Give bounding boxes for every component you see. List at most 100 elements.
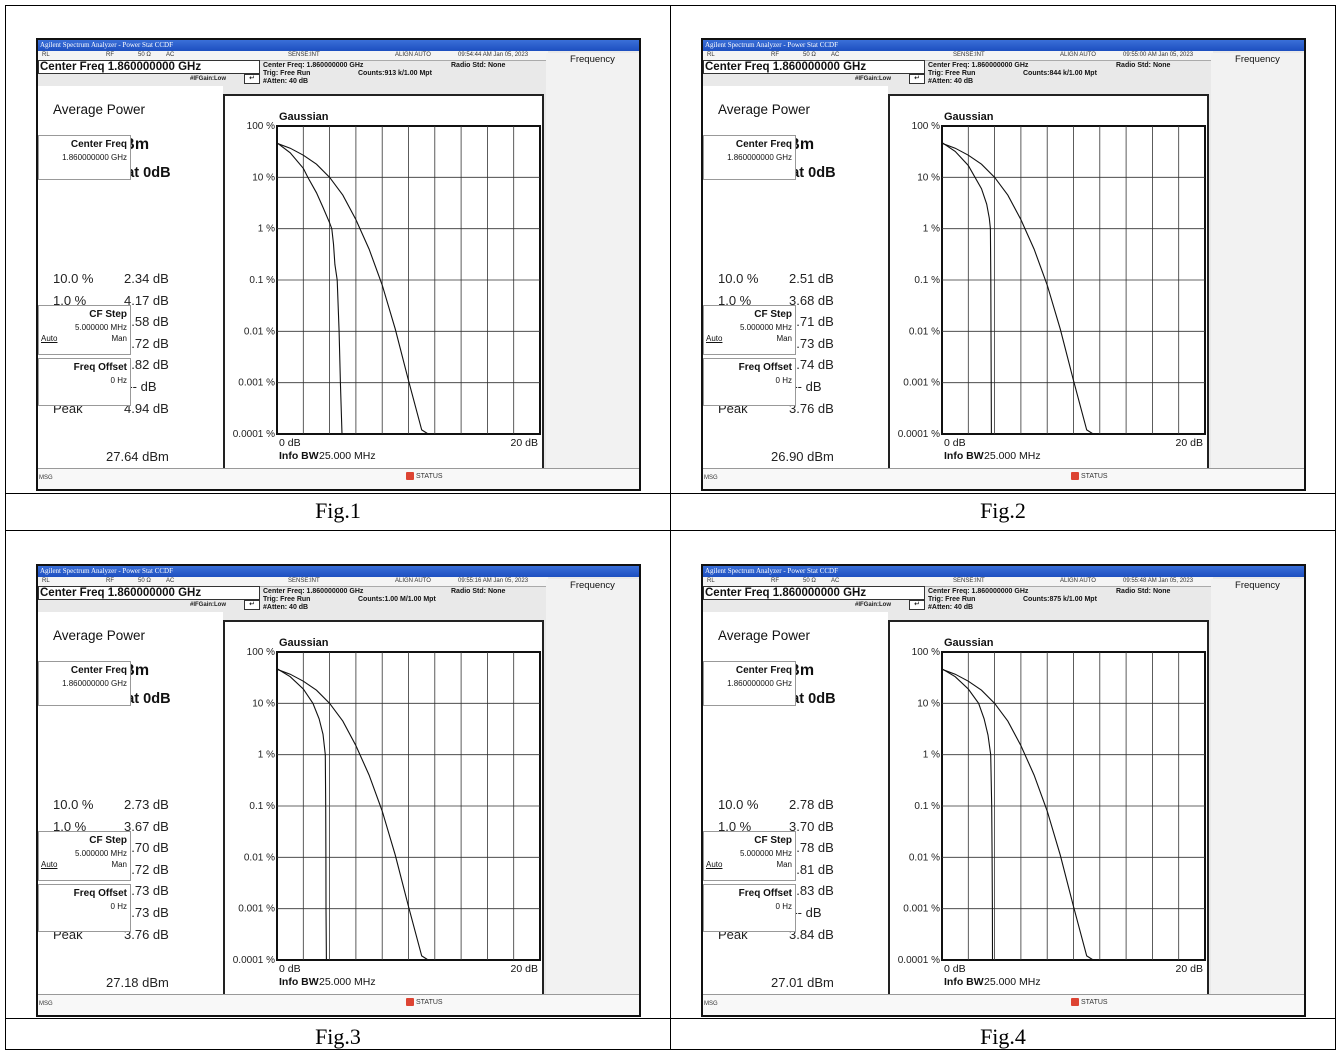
msg-label: MSG <box>704 475 718 481</box>
stat-db: 4.72 dB <box>124 335 169 351</box>
freq-offset-softkey[interactable]: Freq Offset 0 Hz <box>703 358 796 406</box>
align-label: ALIGN AUTO <box>1060 578 1096 584</box>
man-option[interactable]: Man <box>776 334 792 343</box>
center-freq-field[interactable]: Center Freq 1.860000000 GHz <box>703 586 925 600</box>
freq-offset-softkey[interactable]: Freq Offset 0 Hz <box>703 884 796 932</box>
align-label: ALIGN AUTO <box>1060 52 1096 58</box>
rl-label: RL <box>707 52 715 58</box>
freq-offset-softkey[interactable]: Freq Offset 0 Hz <box>38 884 131 932</box>
auto-option[interactable]: Auto <box>41 860 58 869</box>
auto-option[interactable]: Auto <box>706 334 723 343</box>
softkey-panel <box>1211 53 1304 468</box>
cf-step-softkey[interactable]: CF Step 5.000000 MHz Auto Man <box>38 305 131 355</box>
measured-ccdf-curve <box>276 142 343 435</box>
freq-offset-softkey-value: 0 Hz <box>110 902 127 911</box>
cf-step-softkey[interactable]: CF Step 5.000000 MHz Auto Man <box>703 305 796 355</box>
status-button[interactable]: STATUS <box>406 472 443 480</box>
header-counts: Counts:844 k/1.00 Mpt <box>1023 70 1097 77</box>
man-option[interactable]: Man <box>776 860 792 869</box>
center-freq-softkey-value: 1.860000000 GHz <box>727 679 792 688</box>
stat-db: 3.78 dB <box>789 840 834 856</box>
rf-label: RF <box>771 578 779 584</box>
header-counts: Counts:875 k/1.00 Mpt <box>1023 596 1097 603</box>
stat-db: 4.82 dB <box>124 357 169 373</box>
msg-label: MSG <box>39 475 53 481</box>
freq-offset-softkey[interactable]: Freq Offset 0 Hz <box>38 358 131 406</box>
ccdf-plot: 100 % 10 % 1 % 0.1 % 0.01 % 0.001 % 0.0001 % Ga… <box>888 620 1209 1014</box>
stat-db: 4.94 dB <box>124 400 169 416</box>
y-tick-label: 100 % <box>912 121 940 132</box>
stat-row: 10.0 % 2.78 dB <box>718 797 878 819</box>
center-freq-field[interactable]: Center Freq 1.860000000 GHz <box>38 60 260 74</box>
window-title: Agilent Spectrum Analyzer - Power Stat C… <box>703 566 1304 577</box>
header-center-freq: Center Freq: 1.860000000 GHz <box>263 62 364 69</box>
auto-option[interactable]: Auto <box>706 860 723 869</box>
stat-db: 2.78 dB <box>789 797 834 812</box>
gaussian-curve <box>941 142 1094 435</box>
center-freq-softkey[interactable]: Center Freq 1.860000000 GHz <box>38 135 131 180</box>
sense-label: SENSE:INT <box>953 52 985 58</box>
ac-label: AC <box>831 52 840 58</box>
center-freq-field[interactable]: Center Freq 1.860000000 GHz <box>38 586 260 600</box>
y-tick-label: 0.01 % <box>909 852 940 863</box>
header-counts: Counts:1.00 M/1.00 Mpt <box>358 596 436 603</box>
y-tick-label: 0.01 % <box>244 326 275 337</box>
analyzer-window: Agilent Spectrum Analyzer - Power Stat C… <box>701 38 1306 491</box>
info-bw-label: Info BW <box>279 976 319 988</box>
return-arrow-icon[interactable]: ↵ <box>909 600 925 610</box>
cf-step-softkey-value: 5.000000 MHz <box>739 323 792 332</box>
header-atten: #Atten: 40 dB <box>928 78 974 85</box>
center-freq-softkey[interactable]: Center Freq 1.860000000 GHz <box>703 135 796 180</box>
cf-step-softkey[interactable]: CF Step 5.000000 MHz Auto Man <box>703 831 796 881</box>
figure-caption: Fig.1 <box>315 498 361 523</box>
stat-db: 3.70 dB <box>124 840 169 856</box>
header-atten: #Atten: 40 dB <box>263 78 309 85</box>
status-button[interactable]: STATUS <box>1071 998 1108 1006</box>
ifgain-label: #IFGain:Low <box>855 76 891 82</box>
softkey-panel <box>546 53 639 468</box>
bottom-status-bar: MSG STATUS <box>703 468 1304 489</box>
center-freq-softkey[interactable]: Center Freq 1.860000000 GHz <box>38 661 131 706</box>
y-tick-label: 1 % <box>258 224 275 235</box>
return-arrow-icon[interactable]: ↵ <box>909 74 925 84</box>
man-option[interactable]: Man <box>111 334 127 343</box>
stat-db: 3.81 dB <box>789 861 834 877</box>
ac-label: AC <box>166 52 175 58</box>
info-bw-value: 25.000 MHz <box>984 976 1041 988</box>
header-center-freq: Center Freq: 1.860000000 GHz <box>928 588 1029 595</box>
info-bw-value: 25.000 MHz <box>319 450 376 462</box>
status-row: RL RF 50 Ω AC SENSE:INT ALIGN AUTO 09:54:44 AM… <box>38 51 548 61</box>
stat-row: 10.0 % 2.51 dB <box>718 271 878 293</box>
y-tick-label: 1 % <box>923 224 940 235</box>
status-label: STATUS <box>1081 472 1108 480</box>
info-bw-label: Info BW <box>944 976 984 988</box>
rl-label: RL <box>42 52 50 58</box>
auto-option[interactable]: Auto <box>41 334 58 343</box>
timestamp: 09:54:44 AM Jan 05, 2023 <box>458 52 529 58</box>
x-left-label: 0 dB <box>944 437 966 449</box>
stat-db: 2.34 dB <box>124 271 169 286</box>
stat-row: 1.0 % 4.17 dB <box>53 293 213 315</box>
center-freq-softkey-label: Center Freq <box>735 139 792 150</box>
y-tick-label: 0.001 % <box>238 378 275 389</box>
center-freq-softkey-label: Center Freq <box>735 665 792 676</box>
status-button[interactable]: STATUS <box>406 998 443 1006</box>
gaussian-label: Gaussian <box>279 637 329 649</box>
center-freq-softkey[interactable]: Center Freq 1.860000000 GHz <box>703 661 796 706</box>
cf-step-softkey[interactable]: CF Step 5.000000 MHz Auto Man <box>38 831 131 881</box>
bottom-status-bar: MSG STATUS <box>703 994 1304 1015</box>
status-button[interactable]: STATUS <box>1071 472 1108 480</box>
peak-dbm: 27.18 dBm <box>106 975 169 990</box>
return-arrow-icon[interactable]: ↵ <box>244 600 260 610</box>
y-tick-label: 0.1 % <box>914 275 940 286</box>
ccdf-svg: 100 % 10 % 1 % 0.1 % 0.01 % 0.001 % 0.0001 % Ga… <box>898 111 1206 462</box>
y-tick-label: 0.001 % <box>238 904 275 915</box>
status-icon <box>406 472 414 480</box>
row-divider <box>5 493 1336 494</box>
center-freq-field[interactable]: Center Freq 1.860000000 GHz <box>703 60 925 74</box>
x-left-label: 0 dB <box>279 963 301 975</box>
man-option[interactable]: Man <box>111 860 127 869</box>
freq-offset-softkey-label: Freq Offset <box>73 888 127 899</box>
return-arrow-icon[interactable]: ↵ <box>244 74 260 84</box>
